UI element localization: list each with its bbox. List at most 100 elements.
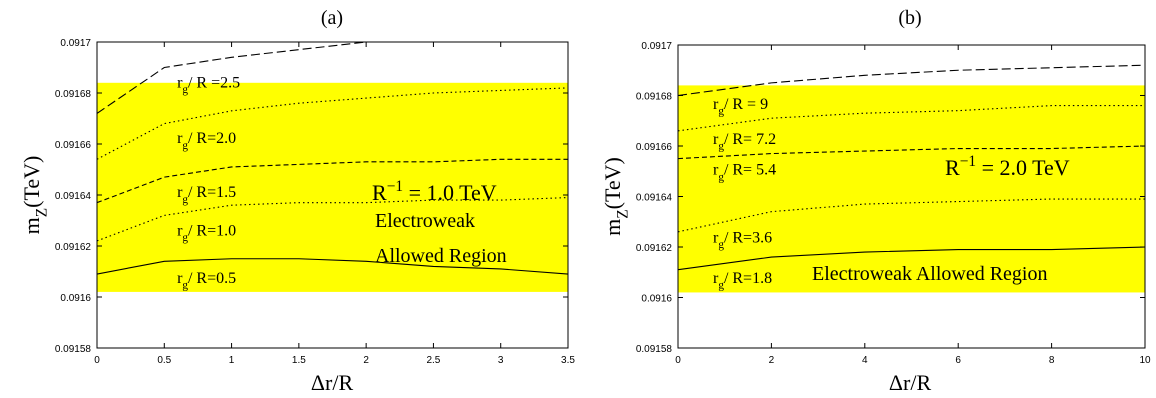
y-axis-label-sub: Z [615, 209, 632, 218]
x-tick-label: 0 [94, 355, 100, 366]
allowed-band [678, 85, 1145, 293]
curve-label-sub: g [182, 84, 188, 96]
curve-label: rg/ R = 9 [713, 96, 768, 118]
curve-label-rest: / R=2.0 [188, 130, 236, 147]
y-axis-label-main: m [19, 217, 44, 234]
curve-label-main: r [177, 222, 183, 239]
curve-label-sub: g [182, 194, 188, 206]
curve-label-sub: g [718, 105, 724, 117]
y-axis-label: mZ(TeV) [19, 156, 51, 235]
y-tick-label: 0.09162 [636, 243, 673, 254]
curve-label-sub: g [718, 239, 724, 251]
curve-label: rg/ R =2.5 [177, 75, 240, 97]
curve-label: rg/ R=1.0 [177, 222, 236, 244]
x-tick-label: 4 [862, 355, 868, 366]
allowed-band [97, 82, 568, 292]
y-tick-label: 0.09158 [636, 344, 673, 355]
x-tick-label: 1.5 [292, 355, 306, 366]
y-tick-label: 0.09166 [636, 142, 673, 153]
curve [678, 145, 1145, 160]
curve [97, 258, 568, 275]
curve-label-sub: g [718, 171, 724, 183]
annotation: R−1 = 1.0 TeV [372, 178, 497, 205]
curve-label-sub: g [182, 279, 188, 291]
curve-label-sub: g [182, 140, 188, 152]
y-axis-label-rest: (TeV) [19, 156, 44, 208]
y-tick-label: 0.0917 [641, 41, 672, 52]
curve-label: rg/ R=0.5 [177, 270, 236, 292]
y-tick-label: 0.09164 [636, 193, 673, 204]
x-axis-label: Δr/R [889, 370, 932, 395]
panel: 0.09158 0.0916 0.09162 0.09164 0.09166 0.0916… [600, 7, 1151, 395]
annotation: Allowed Region [375, 245, 507, 267]
y-tick-label: 0.09168 [55, 89, 92, 100]
curve-label-main: r [713, 162, 719, 179]
curve [678, 198, 1145, 233]
panel: 0.09158 0.0916 0.09162 0.09164 0.09166 0.0916… [19, 7, 575, 395]
curve-label-rest: / R= 7.2 [724, 131, 776, 148]
x-tick-label: 0 [675, 355, 681, 366]
curve-label-sub: g [182, 232, 188, 244]
curve [678, 105, 1145, 132]
y-axis-label-main: m [600, 219, 625, 236]
curve-label: rg/ R= 5.4 [713, 162, 776, 184]
annotation-main: Allowed Region [375, 245, 507, 267]
curve-label: rg/ R= 7.2 [713, 131, 776, 153]
curve-label-main: r [713, 96, 719, 113]
curve-label-main: r [713, 270, 719, 287]
x-tick-label: 6 [955, 355, 961, 366]
x-tick-label: 0.5 [157, 355, 171, 366]
annotation-main: Electroweak [375, 210, 475, 232]
y-axis-label: mZ(TeV) [600, 157, 632, 236]
curve [97, 158, 568, 204]
x-tick-label: 2 [363, 355, 369, 366]
annotation-rest: = 1.0 TeV [403, 180, 497, 205]
curve-label-main: r [177, 75, 183, 92]
curve-label-main: r [713, 229, 719, 246]
x-axis-label: Δr/R [311, 370, 354, 395]
y-tick-label: 0.09162 [55, 242, 92, 253]
y-tick-label: 0.0916 [60, 293, 91, 304]
y-axis-label-rest: (TeV) [600, 157, 625, 209]
y-tick-label: 0.0917 [60, 38, 91, 49]
curve-label: rg/ R=1.8 [713, 270, 772, 292]
curve-label-rest: / R= 5.4 [724, 162, 776, 179]
annotation: R−1 = 2.0 TeV [945, 153, 1070, 180]
x-tick-label: 1 [229, 355, 235, 366]
y-tick-label: 0.09168 [636, 92, 673, 103]
curve-label-rest: / R=1.5 [188, 184, 236, 201]
x-tick-label: 8 [1049, 355, 1055, 366]
curve-label-rest: / R=1.8 [724, 270, 772, 287]
annotation-main: R [945, 155, 960, 180]
curve [97, 42, 367, 114]
x-tick-label: 3 [498, 355, 504, 366]
y-tick-label: 0.09166 [55, 140, 92, 151]
curve-label-rest: / R=0.5 [188, 270, 236, 287]
curve-label-rest: / R =2.5 [188, 75, 240, 92]
curve-label-main: r [177, 130, 183, 147]
y-axis-label-sub: Z [34, 208, 51, 217]
annotation-main: Electroweak Allowed Region [812, 263, 1048, 285]
annotation-rest: = 2.0 TeV [976, 155, 1070, 180]
curve-label-sub: g [718, 141, 724, 153]
curve-label-rest: / R=3.6 [724, 229, 772, 246]
curve-label-main: r [713, 131, 719, 148]
curve-label-sub: g [718, 280, 724, 292]
curve-label-rest: / R=1.0 [188, 222, 236, 239]
curve [678, 64, 1145, 97]
y-tick-label: 0.09158 [55, 344, 92, 355]
chart-title: (b) [898, 7, 921, 29]
annotation-sup: −1 [960, 153, 976, 170]
curve-label: rg/ R=2.0 [177, 130, 236, 152]
curve-label-main: r [177, 270, 183, 287]
annotation: Electroweak [375, 210, 475, 232]
x-tick-label: 10 [1139, 355, 1151, 366]
curve-label-rest: / R = 9 [724, 96, 768, 113]
annotation-main: R [372, 180, 387, 205]
curve [678, 246, 1145, 271]
x-tick-label: 3.5 [561, 355, 575, 366]
y-tick-label: 0.0916 [641, 294, 672, 305]
curve-label: rg/ R=3.6 [713, 229, 772, 251]
y-tick-label: 0.09164 [55, 191, 92, 202]
